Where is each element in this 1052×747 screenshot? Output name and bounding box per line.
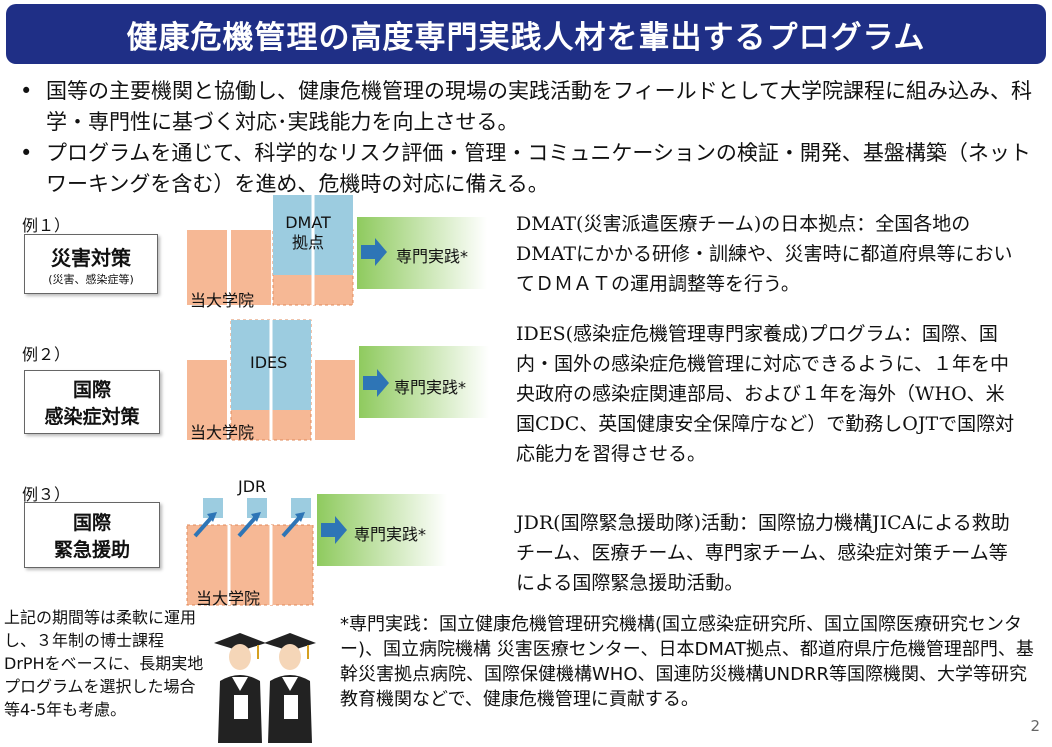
example-2-practice: 専門実践* — [394, 378, 467, 397]
example-3-box: 国際 緊急援助 — [24, 502, 160, 568]
example-1-box-subtitle: (災害、感染症等) — [48, 272, 134, 286]
example-1-box: 災害対策 (災害、感染症等) — [24, 234, 158, 294]
orange-block — [187, 360, 227, 440]
example-2-box: 国際 感染症対策 — [24, 370, 160, 434]
slide-title: 健康危機管理の高度専門実践人材を輩出するプログラム — [6, 4, 1046, 64]
up-arrow-icon — [281, 516, 301, 538]
overlay-block — [291, 498, 311, 518]
right-arrow-icon — [363, 369, 389, 397]
example-2-university: 当大学院 — [190, 423, 255, 442]
right-arrow-icon — [321, 516, 347, 544]
example-3-university: 当大学院 — [196, 589, 261, 608]
overlay-block — [247, 498, 267, 518]
bullet-item: • プログラムを通じて、科学的なリスク評価・管理・コミュニケーションの検証・開発… — [20, 138, 1040, 200]
bullet-list: • 国等の主要機関と協働し、健康危機管理の現場の実践活動をフィールドとして大学院… — [20, 76, 1040, 200]
example-2-label: 例２） — [22, 345, 71, 364]
up-arrow-icon — [193, 516, 213, 538]
example-3-box-title: 国際 — [72, 512, 111, 534]
orange-block-dashed — [186, 524, 314, 606]
right-arrow-icon — [361, 238, 387, 266]
example-3-box-subtitle: 緊急援助 — [53, 539, 130, 561]
example-1-label: 例１） — [22, 216, 71, 235]
page-number: 2 — [1030, 717, 1040, 735]
graduates-illustration — [214, 633, 316, 743]
overlay-line: 拠点 — [291, 233, 324, 252]
overlay-block — [203, 498, 223, 518]
bullet-text: 国等の主要機関と協働し、健康危機管理の現場の実践活動をフィールドとして大学院課程… — [46, 79, 1032, 134]
orange-block — [187, 230, 227, 305]
overlay-line: DMAT — [285, 213, 331, 232]
footer-note: *専門実践：国立健康危機管理研究機構(国立感染症研究所、国立国際医療研究センター… — [340, 614, 1034, 710]
up-arrow-head — [295, 512, 305, 522]
side-note: 上記の期間等は柔軟に運用し、３年制の博士課程DrPHをベースに、長期実地プログラ… — [4, 608, 204, 719]
example-2-overlay-label: IDES — [250, 353, 288, 372]
example-2-description: IDES(感染症危機管理専門家養成)プログラム：国際、国内・国外の感染症危機管理… — [516, 323, 1015, 465]
orange-block — [315, 360, 355, 440]
example-1-overlay-label: DMAT 拠点 — [283, 213, 333, 253]
example-2-diagram — [187, 319, 489, 441]
example-1-diagram — [187, 195, 487, 306]
example-3-label: 例３） — [22, 485, 71, 504]
bullet-dot: • — [20, 141, 33, 165]
up-arrow-head — [251, 512, 261, 522]
example-3-practice: 専門実践* — [354, 525, 427, 544]
bullet-item: • 国等の主要機関と協働し、健康危機管理の現場の実践活動をフィールドとして大学院… — [20, 76, 1040, 138]
example-3-description: JDR(国際緊急援助隊)活動：国際協力機構JICAによる救助チーム、医療チーム、… — [516, 512, 1010, 594]
orange-block — [231, 230, 271, 305]
up-arrow-icon — [237, 516, 257, 538]
graduate-figure-left — [214, 633, 266, 743]
bullet-text: プログラムを通じて、科学的なリスク評価・管理・コミュニケーションの検証・開発、基… — [46, 141, 1031, 196]
example-1-university: 当大学院 — [190, 291, 255, 310]
example-1-description: DMAT(災害派遣医療チーム)の日本拠点：全国各地のDMATにかかる研修・訓練や… — [516, 213, 1013, 295]
example-2-box-title: 国際 — [72, 379, 111, 401]
example-2-box-subtitle: 感染症対策 — [44, 406, 140, 428]
bullet-dot: • — [20, 79, 33, 103]
up-arrow-head — [207, 512, 217, 522]
graduate-figure-right — [264, 633, 316, 743]
example-1-box-title: 災害対策 — [51, 245, 131, 270]
example-1-practice: 専門実践* — [396, 247, 469, 266]
example-3-overlay-label: JDR — [238, 477, 267, 496]
example-3-diagram — [186, 494, 447, 606]
